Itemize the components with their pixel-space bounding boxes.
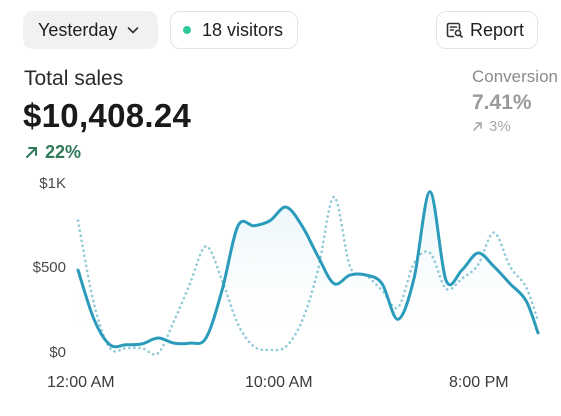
- total-sales-change-value: 22%: [45, 142, 82, 162]
- y-tick-label: $1K: [39, 175, 66, 192]
- conversion-change: 3%: [472, 118, 511, 135]
- conversion-change-value: 3%: [489, 118, 511, 135]
- sales-area-fill: [78, 191, 538, 355]
- live-visitors-button[interactable]: 18 visitors: [170, 11, 298, 49]
- arrow-up-right-icon: [472, 121, 483, 132]
- total-sales-change: 22%: [24, 142, 81, 163]
- report-search-icon: [446, 21, 464, 39]
- x-tick-label: 8:00 PM: [449, 374, 509, 391]
- live-status-dot: [183, 26, 191, 34]
- total-sales-label: Total sales: [24, 67, 124, 90]
- y-tick-label: $0: [49, 344, 66, 361]
- report-button[interactable]: Report: [436, 11, 538, 49]
- arrow-up-right-icon: [24, 145, 39, 160]
- conversion-value: 7.41%: [472, 91, 532, 114]
- visitors-count: 18 visitors: [202, 19, 284, 40]
- date-filter-button[interactable]: Yesterday: [23, 11, 158, 49]
- total-sales-value: $10,408.24: [23, 97, 192, 134]
- sales-series-line: [76, 190, 540, 349]
- report-label: Report: [470, 19, 525, 40]
- x-tick-label: 10:00 AM: [245, 374, 313, 391]
- x-tick-label: 12:00 AM: [47, 374, 115, 391]
- y-tick-label: $500: [32, 259, 66, 276]
- chevron-down-icon: [126, 23, 140, 37]
- date-filter-label: Yesterday: [38, 19, 118, 40]
- comparison-series-line: [76, 195, 540, 356]
- conversion-label: Conversion: [472, 67, 558, 86]
